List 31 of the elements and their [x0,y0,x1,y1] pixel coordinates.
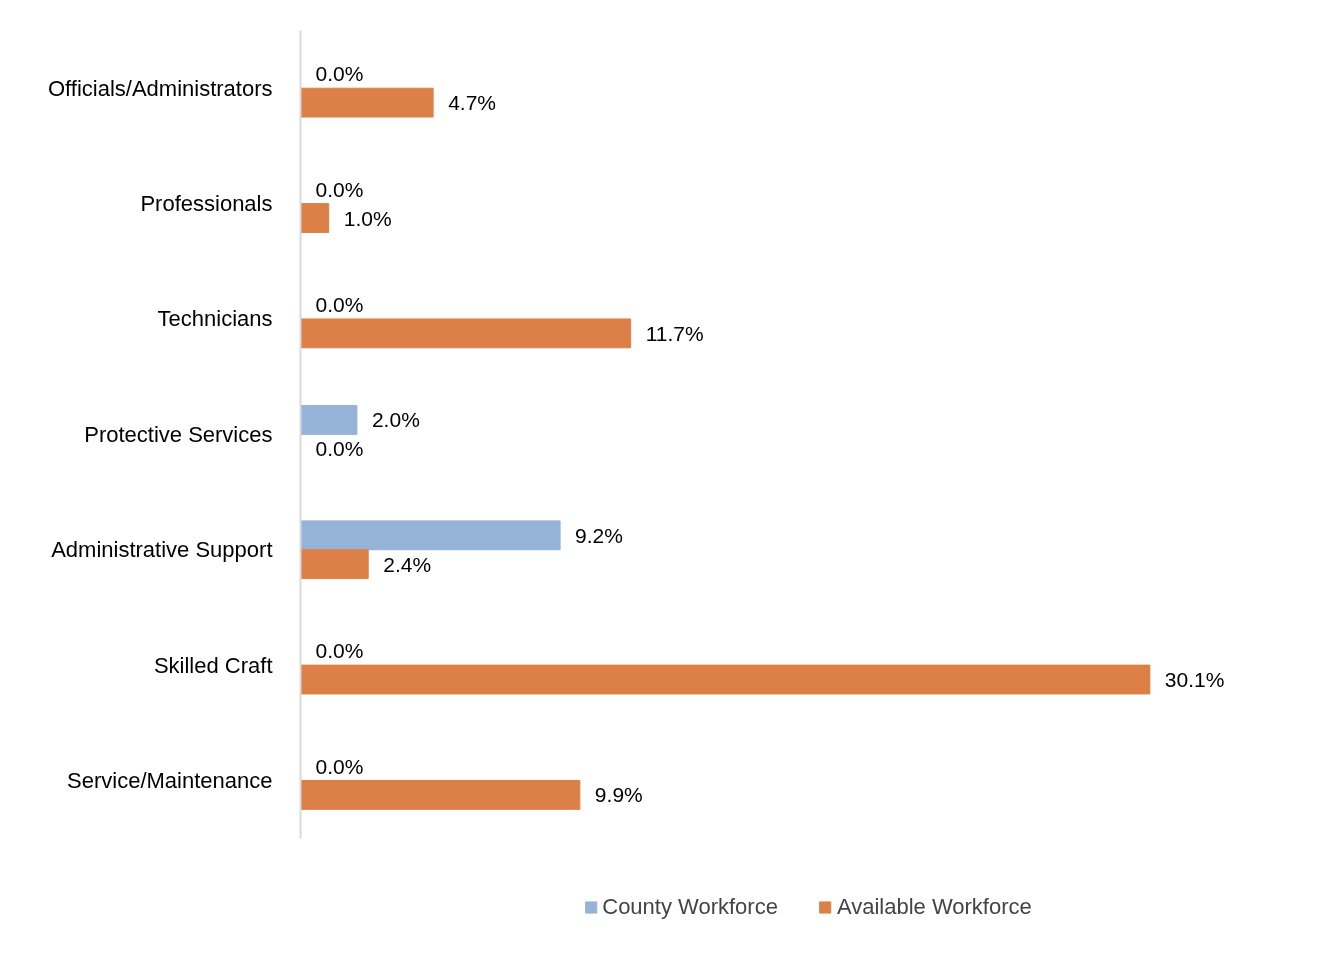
data-label: 0.0% [315,437,364,461]
data-label: 2.4% [383,552,432,576]
legend-label: County Workforce [602,894,778,920]
data-label: 2.0% [371,408,420,432]
data-label: 11.7% [645,321,704,345]
bar [300,520,561,551]
y-tick-label: Technicians [157,306,273,332]
data-label: 0.0% [315,754,364,778]
data-label: 9.2% [575,523,623,547]
bar [300,405,358,435]
bar [300,780,581,810]
data-label: 0.0% [315,639,364,663]
y-tick-label: Professionals [140,191,273,217]
data-label: 0.0% [315,62,364,86]
bar [300,87,434,118]
bar [300,203,330,233]
y-tick-label: Protective Services [84,421,273,447]
y-tick-label: Service/Maintenance [67,768,273,793]
data-label: 1.0% [343,206,392,230]
bar [300,664,1151,695]
bar [300,318,632,349]
legend-label: Available Workforce [836,894,1032,920]
data-label: 0.0% [315,293,364,317]
data-label: 0.0% [315,177,364,201]
data-label: 4.7% [448,91,496,115]
bar [300,549,369,580]
y-tick-label: Officials/Administrators [47,75,273,101]
y-tick-label: Administrative Support [51,537,273,563]
data-label: 9.9% [594,783,643,807]
y-tick-label: Skilled Craft [153,652,273,678]
data-label: 30.1% [1164,668,1225,692]
